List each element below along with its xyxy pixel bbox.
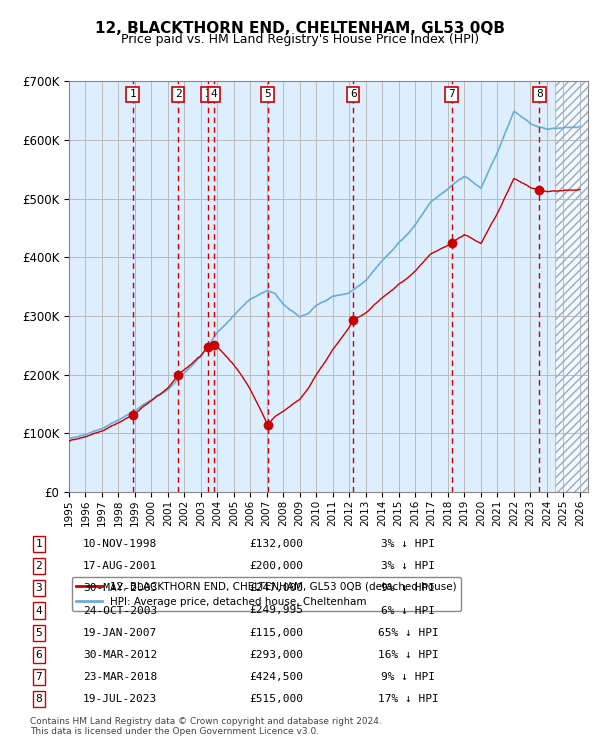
Text: 3: 3 (35, 583, 43, 593)
Text: 30-MAR-2012: 30-MAR-2012 (83, 650, 157, 660)
Text: 2: 2 (175, 90, 182, 99)
Text: 19-JUL-2023: 19-JUL-2023 (83, 694, 157, 704)
Text: 30-MAY-2003: 30-MAY-2003 (83, 583, 157, 593)
Text: 12, BLACKTHORN END, CHELTENHAM, GL53 0QB: 12, BLACKTHORN END, CHELTENHAM, GL53 0QB (95, 21, 505, 36)
Text: 3: 3 (204, 90, 211, 99)
Text: 17% ↓ HPI: 17% ↓ HPI (377, 694, 439, 704)
Text: Price paid vs. HM Land Registry's House Price Index (HPI): Price paid vs. HM Land Registry's House … (121, 33, 479, 47)
Text: £249,995: £249,995 (249, 605, 303, 616)
Text: 6: 6 (350, 90, 356, 99)
Bar (555, 81, 588, 492)
Text: 3% ↓ HPI: 3% ↓ HPI (381, 561, 435, 571)
Text: 1: 1 (129, 90, 136, 99)
Text: 7: 7 (448, 90, 455, 99)
Text: 5: 5 (264, 90, 271, 99)
Text: 8: 8 (536, 90, 543, 99)
Text: £115,000: £115,000 (249, 628, 303, 638)
Text: 9% ↓ HPI: 9% ↓ HPI (381, 583, 435, 593)
Text: 24-OCT-2003: 24-OCT-2003 (83, 605, 157, 616)
Text: 19-JAN-2007: 19-JAN-2007 (83, 628, 157, 638)
Text: £132,000: £132,000 (249, 539, 303, 549)
Text: 4: 4 (211, 90, 218, 99)
Text: 6: 6 (35, 650, 43, 660)
Text: 8: 8 (35, 694, 43, 704)
Legend: 12, BLACKTHORN END, CHELTENHAM, GL53 0QB (detached house), HPI: Average price, d: 12, BLACKTHORN END, CHELTENHAM, GL53 0QB… (71, 577, 461, 611)
Text: £293,000: £293,000 (249, 650, 303, 660)
Text: 4: 4 (35, 605, 43, 616)
Text: £200,000: £200,000 (249, 561, 303, 571)
Text: 5: 5 (35, 628, 43, 638)
Text: 17-AUG-2001: 17-AUG-2001 (83, 561, 157, 571)
Text: £424,500: £424,500 (249, 672, 303, 682)
Bar (555, 81, 588, 492)
Text: £515,000: £515,000 (249, 694, 303, 704)
Text: 65% ↓ HPI: 65% ↓ HPI (377, 628, 439, 638)
Text: 6% ↓ HPI: 6% ↓ HPI (381, 605, 435, 616)
Text: 10-NOV-1998: 10-NOV-1998 (83, 539, 157, 549)
Text: £247,000: £247,000 (249, 583, 303, 593)
Text: 9% ↓ HPI: 9% ↓ HPI (381, 672, 435, 682)
Text: 3% ↓ HPI: 3% ↓ HPI (381, 539, 435, 549)
Text: 23-MAR-2018: 23-MAR-2018 (83, 672, 157, 682)
Text: 16% ↓ HPI: 16% ↓ HPI (377, 650, 439, 660)
Text: 1: 1 (35, 539, 43, 549)
Text: Contains HM Land Registry data © Crown copyright and database right 2024.
This d: Contains HM Land Registry data © Crown c… (30, 717, 382, 736)
Text: 2: 2 (35, 561, 43, 571)
Text: 7: 7 (35, 672, 43, 682)
